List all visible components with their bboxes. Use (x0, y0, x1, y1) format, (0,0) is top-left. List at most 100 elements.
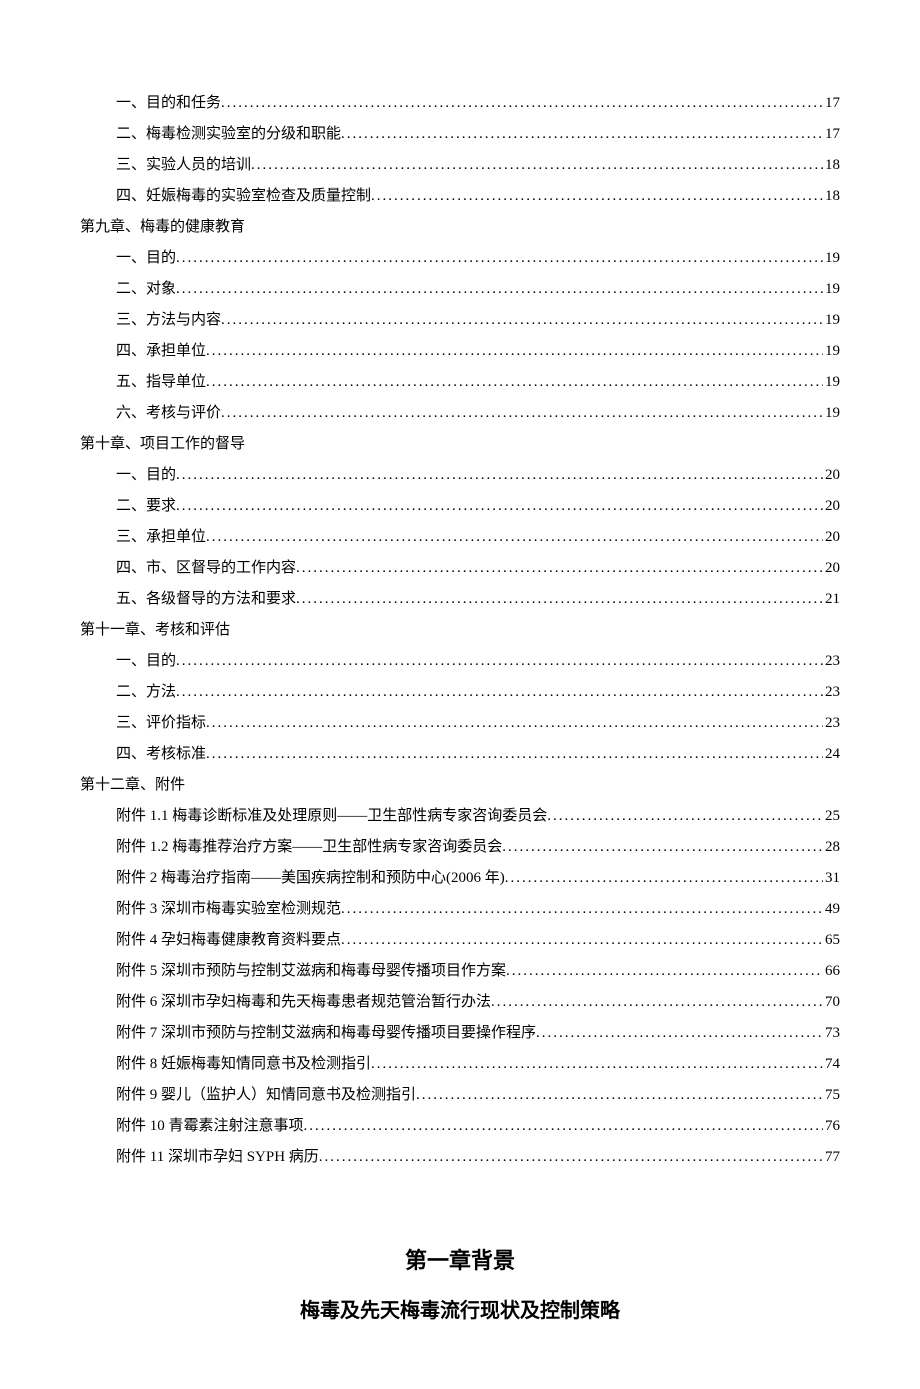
toc-entry-page: 19 (823, 245, 840, 272)
toc-entry-page: 21 (823, 586, 840, 613)
chapter-subtitle: 梅毒及先天梅毒流行现状及控制策略 (80, 1293, 840, 1329)
toc-entry-label: 五、各级督导的方法和要求 (116, 586, 296, 613)
chapter-title: 第一章背景 (80, 1241, 840, 1281)
toc-entry: 三、评价指标23 (80, 710, 840, 737)
toc-heading: 第十一章、考核和评估 (80, 617, 840, 644)
toc-leader-dots (176, 245, 823, 272)
toc-entry-page: 77 (823, 1144, 840, 1171)
toc-entry-page: 20 (823, 555, 840, 582)
toc-leader-dots (296, 586, 823, 613)
toc-entry-label: 一、目的和任务 (116, 90, 221, 117)
toc-entry-page: 23 (823, 648, 840, 675)
toc-entry-page: 31 (823, 865, 840, 892)
toc-heading: 第十二章、附件 (80, 772, 840, 799)
toc-entry-page: 24 (823, 741, 840, 768)
toc-leader-dots (304, 1113, 823, 1140)
toc-entry-label: 附件 5 深圳市预防与控制艾滋病和梅毒母婴传播项目作方案 (116, 958, 506, 985)
toc-entry: 附件 4 孕妇梅毒健康教育资料要点65 (80, 927, 840, 954)
toc-heading: 第九章、梅毒的健康教育 (80, 214, 840, 241)
toc-leader-dots (176, 679, 823, 706)
toc-leader-dots (176, 276, 823, 303)
toc-leader-dots (341, 121, 823, 148)
toc-entry-page: 19 (823, 338, 840, 365)
toc-entry-label: 六、考核与评价 (116, 400, 221, 427)
toc-entry-page: 19 (823, 369, 840, 396)
toc-entry-label: 三、承担单位 (116, 524, 206, 551)
toc-entry: 五、指导单位19 (80, 369, 840, 396)
toc-entry: 附件 6 深圳市孕妇梅毒和先天梅毒患者规范管治暂行办法 70 (80, 989, 840, 1016)
toc-entry-label: 四、考核标准 (116, 741, 206, 768)
toc-entry-label: 附件 1.1 梅毒诊断标准及处理原则——卫生部性病专家咨询委员会 (116, 803, 547, 830)
toc-leader-dots (206, 524, 823, 551)
toc-entry-page: 19 (823, 276, 840, 303)
toc-leader-dots (341, 927, 823, 954)
toc-leader-dots (505, 865, 823, 892)
document-page: 一、目的和任务 17 二、梅毒检测实验室的分级和职能 17 三、实验人员的培训 18 四、妊… (0, 0, 920, 1389)
toc-leader-dots (206, 741, 823, 768)
toc-entry: 三、实验人员的培训 18 (80, 152, 840, 179)
toc-entry-page: 20 (823, 524, 840, 551)
toc-entry: 五、各级督导的方法和要求 21 (80, 586, 840, 613)
toc-leader-dots (547, 803, 823, 830)
toc-leader-dots (341, 896, 823, 923)
table-of-contents: 一、目的和任务 17 二、梅毒检测实验室的分级和职能 17 三、实验人员的培训 18 四、妊… (80, 90, 840, 1171)
toc-leader-dots (206, 369, 823, 396)
toc-entry: 附件 1.2 梅毒推荐治疗方案——卫生部性病专家咨询委员会 28 (80, 834, 840, 861)
toc-leader-dots (296, 555, 823, 582)
toc-entry: 二、梅毒检测实验室的分级和职能 17 (80, 121, 840, 148)
toc-entry-page: 25 (823, 803, 840, 830)
toc-entry: 附件 9 婴儿（监护人）知情同意书及检测指引 75 (80, 1082, 840, 1109)
toc-entry: 附件 3 深圳市梅毒实验室检测规范49 (80, 896, 840, 923)
toc-entry-page: 23 (823, 710, 840, 737)
toc-entry-label: 四、市、区督导的工作内容 (116, 555, 296, 582)
toc-leader-dots (221, 90, 823, 117)
toc-entry: 附件 5 深圳市预防与控制艾滋病和梅毒母婴传播项目作方案66 (80, 958, 840, 985)
toc-entry: 附件 11 深圳市孕妇 SYPH 病历 77 (80, 1144, 840, 1171)
toc-entry-page: 17 (823, 121, 840, 148)
toc-leader-dots (221, 400, 823, 427)
toc-entry-page: 23 (823, 679, 840, 706)
toc-entry: 附件 7 深圳市预防与控制艾滋病和梅毒母婴传播项目要操作程序73 (80, 1020, 840, 1047)
toc-leader-dots (536, 1020, 823, 1047)
toc-entry: 一、目的23 (80, 648, 840, 675)
toc-entry: 四、市、区督导的工作内容 20 (80, 555, 840, 582)
toc-entry-label: 四、承担单位 (116, 338, 206, 365)
toc-entry: 二、要求20 (80, 493, 840, 520)
toc-leader-dots (206, 338, 823, 365)
toc-entry-page: 19 (823, 400, 840, 427)
toc-entry: 三、承担单位 20 (80, 524, 840, 551)
toc-entry: 附件 1.1 梅毒诊断标准及处理原则——卫生部性病专家咨询委员会 25 (80, 803, 840, 830)
toc-leader-dots (176, 493, 823, 520)
toc-entry-label: 二、对象 (116, 276, 176, 303)
toc-heading: 第十章、项目工作的督导 (80, 431, 840, 458)
toc-entry-label: 二、方法 (116, 679, 176, 706)
toc-entry-label: 一、目的 (116, 462, 176, 489)
toc-entry-label: 二、梅毒检测实验室的分级和职能 (116, 121, 341, 148)
toc-entry: 一、目的和任务 17 (80, 90, 840, 117)
toc-entry-label: 附件 6 深圳市孕妇梅毒和先天梅毒患者规范管治暂行办法 (116, 989, 491, 1016)
toc-entry-label: 一、目的 (116, 245, 176, 272)
toc-entry: 一、目的20 (80, 462, 840, 489)
toc-entry-page: 70 (823, 989, 840, 1016)
toc-entry: 六、考核与评价 19 (80, 400, 840, 427)
toc-entry-page: 18 (823, 152, 840, 179)
toc-entry-label: 附件 1.2 梅毒推荐治疗方案——卫生部性病专家咨询委员会 (116, 834, 502, 861)
toc-entry-label: 附件 10 青霉素注射注意事项 (116, 1113, 304, 1140)
toc-leader-dots (176, 648, 823, 675)
toc-leader-dots (221, 307, 823, 334)
toc-entry-label: 附件 7 深圳市预防与控制艾滋病和梅毒母婴传播项目要操作程序 (116, 1020, 536, 1047)
toc-leader-dots (176, 462, 823, 489)
toc-entry-page: 75 (823, 1082, 840, 1109)
toc-entry-label: 三、实验人员的培训 (116, 152, 251, 179)
toc-entry-page: 17 (823, 90, 840, 117)
toc-entry-label: 四、妊娠梅毒的实验室检查及质量控制 (116, 183, 371, 210)
toc-entry: 附件 10 青霉素注射注意事项76 (80, 1113, 840, 1140)
toc-entry-page: 28 (823, 834, 840, 861)
toc-entry: 一、目的 19 (80, 245, 840, 272)
toc-entry: 三、方法与内容19 (80, 307, 840, 334)
toc-leader-dots (502, 834, 823, 861)
toc-leader-dots (491, 989, 823, 1016)
toc-entry-label: 附件 11 深圳市孕妇 SYPH 病历 (116, 1144, 319, 1171)
toc-entry-label: 附件 9 婴儿（监护人）知情同意书及检测指引 (116, 1082, 416, 1109)
toc-leader-dots (371, 183, 823, 210)
